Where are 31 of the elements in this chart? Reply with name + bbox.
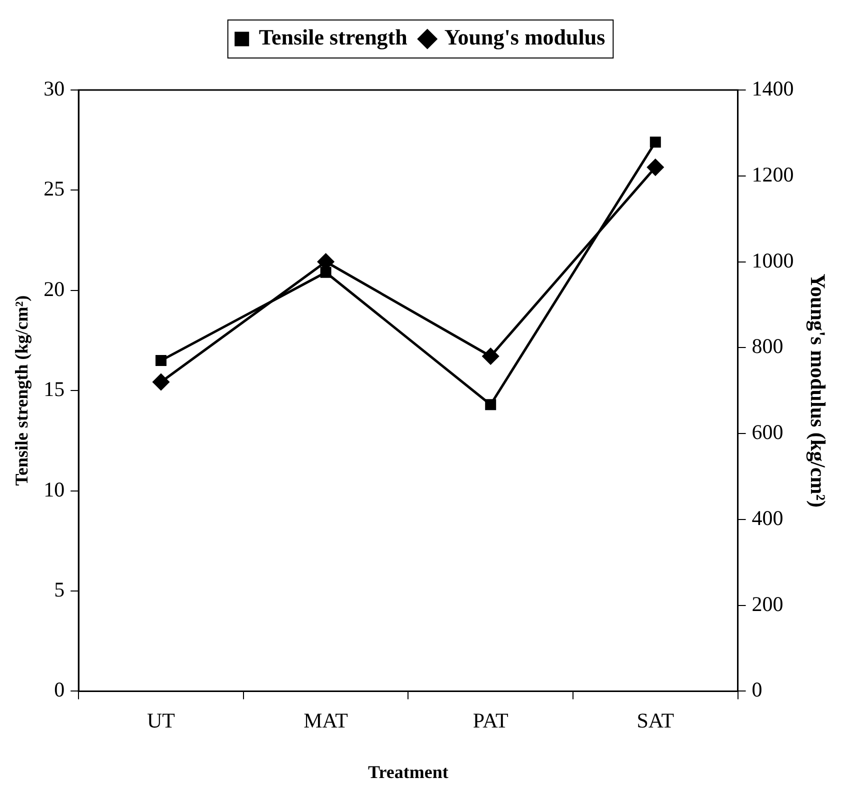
y-tick-label: 30	[44, 76, 65, 101]
x-axis-title: Treatment	[368, 762, 448, 782]
y2-tick-label: 200	[752, 592, 784, 616]
y-axis-title: Tensile strength (kg/cm²)	[11, 295, 32, 486]
y2-axis-title: Young's modulus (kg/cm²)	[806, 274, 830, 508]
legend-label: Tensile strength	[258, 24, 408, 50]
y2-tick-label: 1000	[752, 248, 794, 272]
y2-tick-label: 600	[752, 420, 784, 444]
point	[482, 348, 499, 364]
x-tick-label: PAT	[472, 708, 508, 732]
y2-tick-label: 0	[752, 678, 762, 702]
point	[647, 159, 664, 176]
x-tick-label: UT	[147, 708, 176, 732]
point	[152, 374, 170, 390]
y2-tick-label: 800	[752, 334, 784, 358]
y-tick-label: 25	[44, 176, 65, 201]
point	[650, 136, 661, 148]
y-tick-label: 5	[54, 578, 65, 602]
y-tick-label: 0	[54, 678, 65, 702]
point	[485, 399, 496, 410]
y-tick-label: 10	[44, 477, 65, 502]
x-tick-label: MAT	[304, 708, 348, 732]
point	[156, 355, 166, 366]
y-tick-label: 15	[44, 377, 65, 402]
y-tick-label: 20	[44, 276, 65, 301]
y2-tick-label: 1400	[752, 76, 794, 101]
legend-label: Young's modulus	[444, 24, 606, 50]
y2-tick-label: 1200	[752, 162, 794, 186]
y2-tick-label: 400	[752, 506, 784, 530]
point	[320, 266, 332, 278]
x-tick-label: SAT	[636, 708, 674, 732]
